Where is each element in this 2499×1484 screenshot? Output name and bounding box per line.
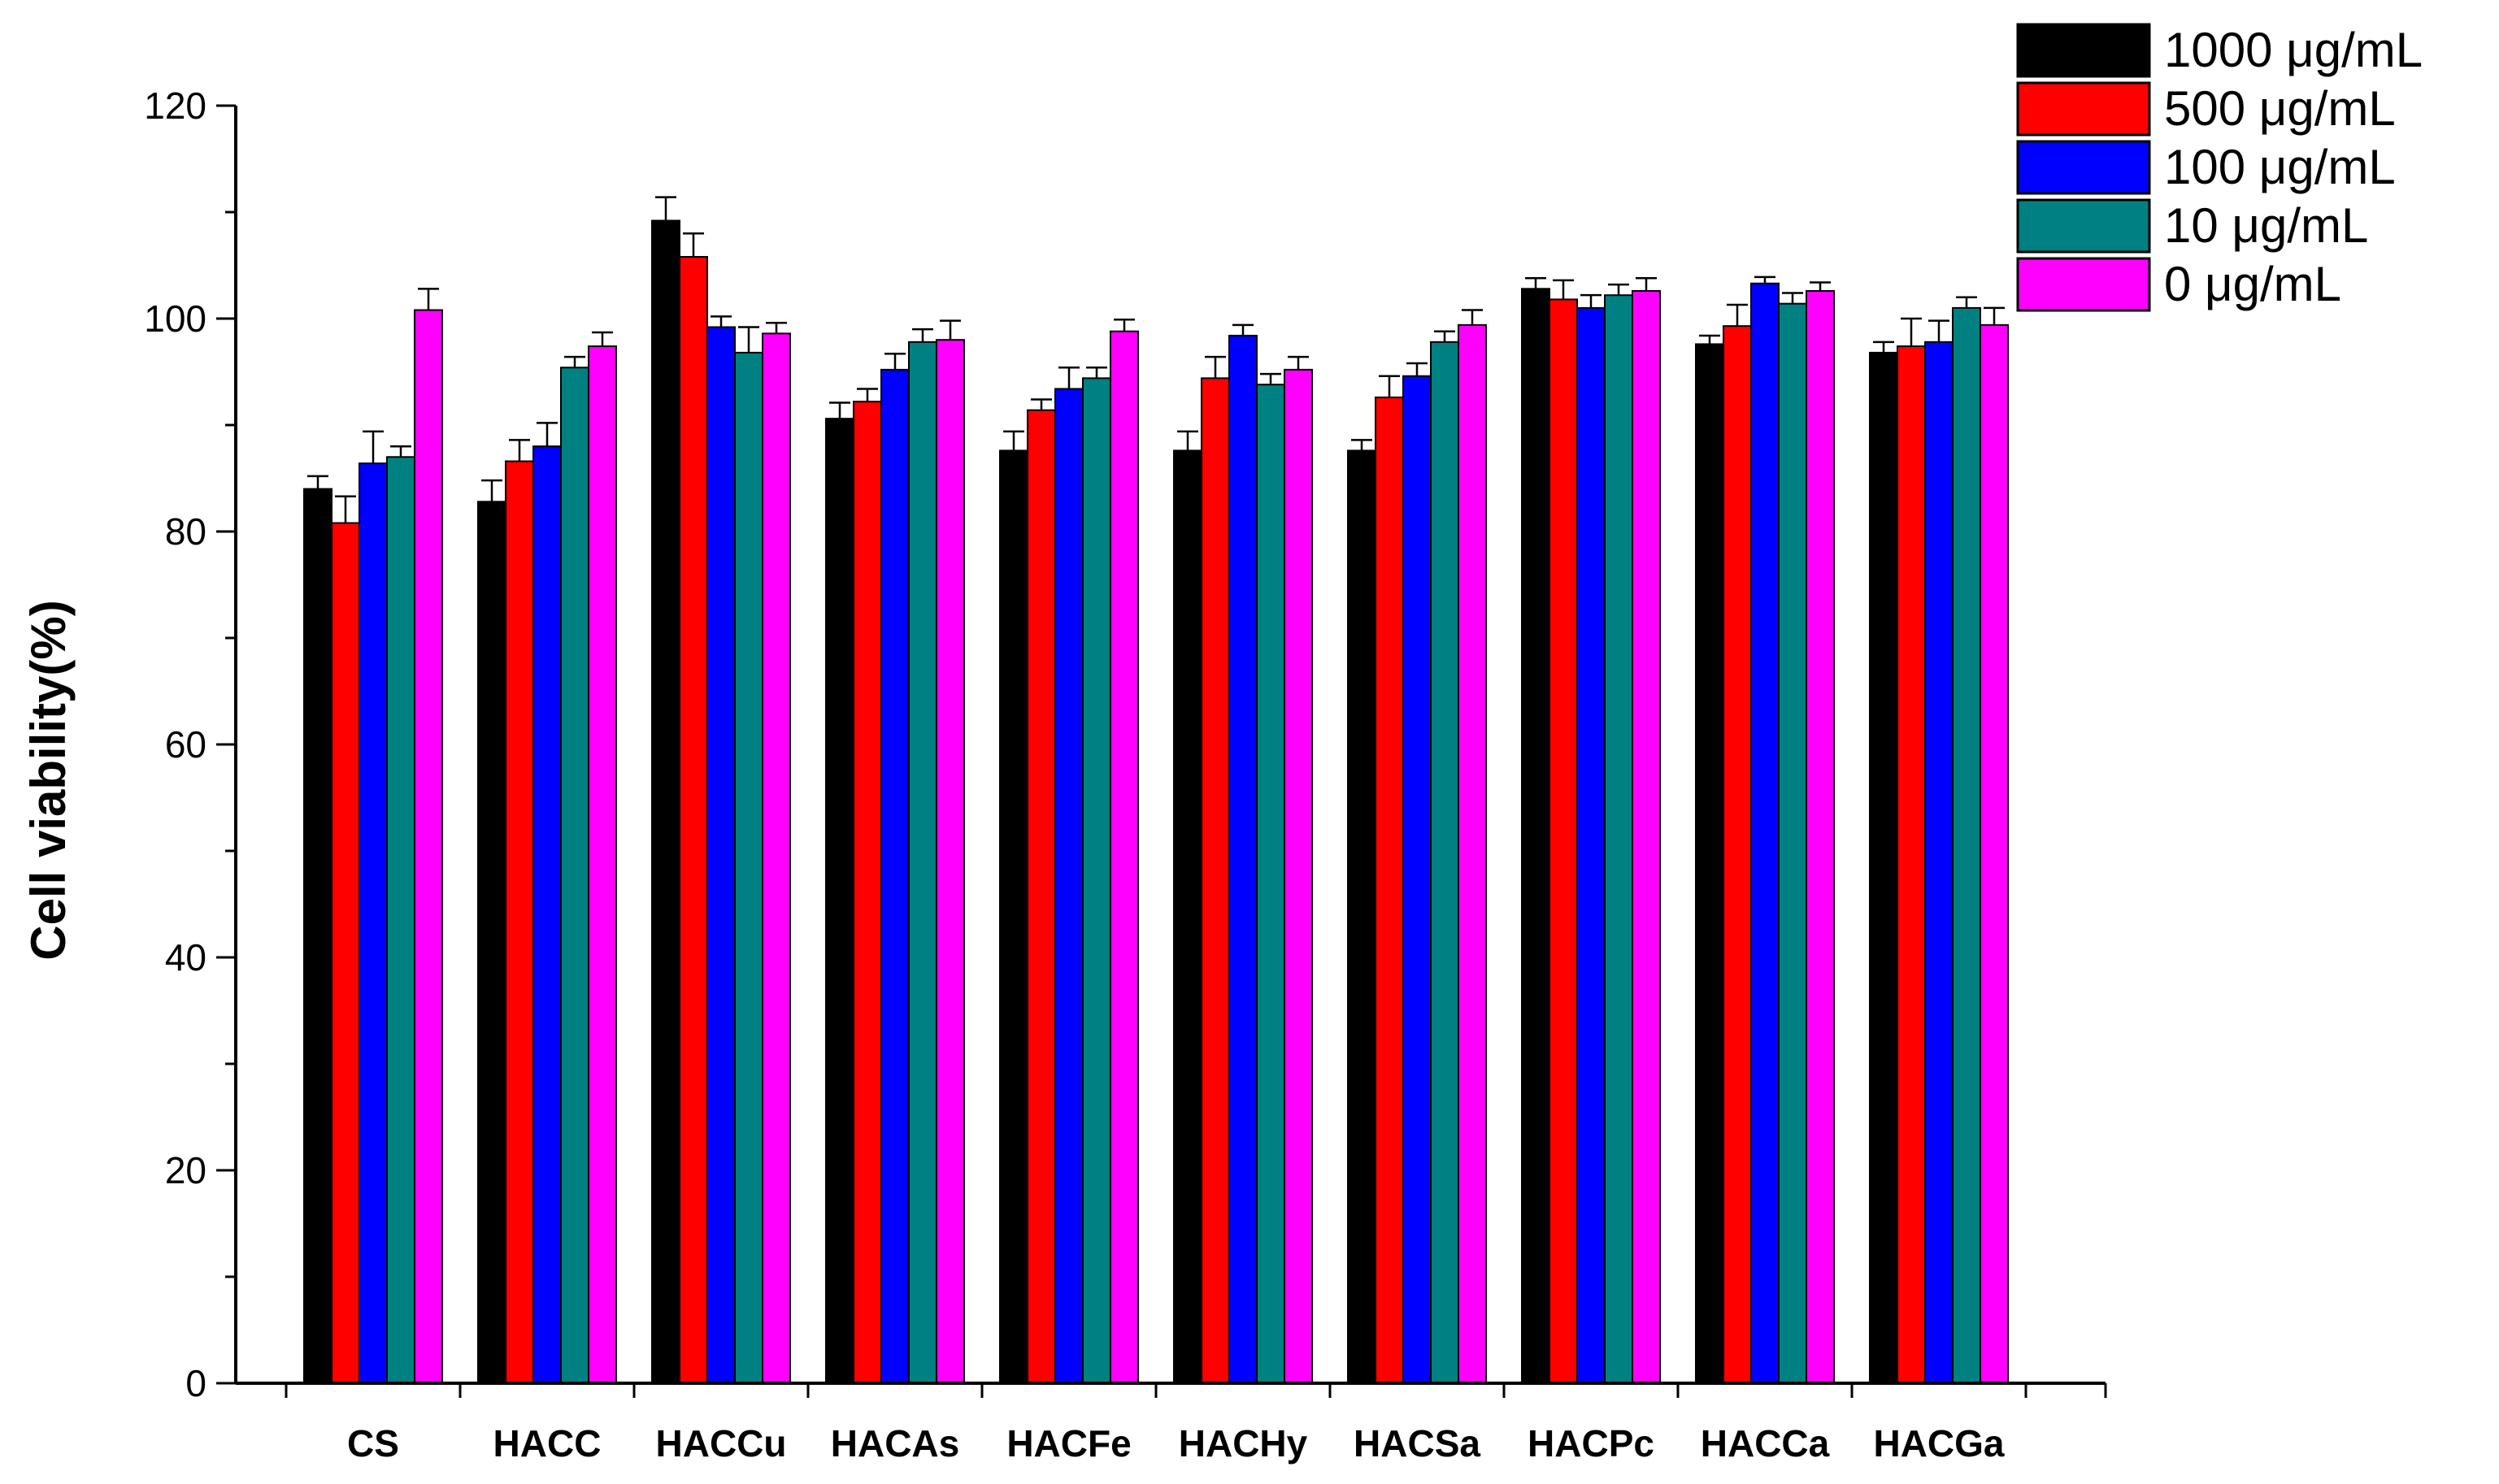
bars-layer — [303, 219, 2009, 1385]
y-axis-ticks: 0 20 40 60 80 100 120 — [144, 85, 236, 1404]
x-category-label: HACC — [493, 1422, 602, 1464]
bar-HACHy-4 — [1284, 368, 1313, 1384]
legend-swatch — [2016, 81, 2151, 137]
bar-HACFe-3 — [1082, 377, 1111, 1384]
bar-HACCu-1 — [679, 256, 708, 1384]
bar-HACSa-2 — [1402, 375, 1432, 1384]
y-tick-label: 80 — [165, 510, 206, 553]
bar-HACGa-3 — [1952, 306, 1981, 1384]
bar-HACAs-4 — [936, 339, 965, 1385]
y-tick-label: 120 — [144, 85, 206, 127]
bar-HACSa-0 — [1347, 449, 1376, 1385]
bar-HACHy-2 — [1228, 334, 1258, 1385]
bar-HACGa-0 — [1869, 351, 1898, 1384]
bar-HACPc-4 — [1632, 289, 1661, 1385]
bar-CS-1 — [331, 522, 360, 1384]
bar-HACC-0 — [477, 501, 506, 1385]
x-category-label: CS — [347, 1422, 399, 1464]
bar-HACAs-0 — [825, 418, 854, 1384]
y-tick-label: 60 — [165, 723, 206, 766]
bar-CS-4 — [414, 309, 443, 1384]
error-bars-layer — [307, 196, 2005, 523]
bar-HACCa-3 — [1778, 302, 1807, 1384]
legend-label: 10 μg/mL — [2164, 198, 2368, 253]
x-category-label: HACGa — [1873, 1422, 2004, 1464]
bar-HACCu-0 — [651, 219, 680, 1385]
x-axis-category-labels: CS HACC HACCu HACAs HACFe HACHy HACSa HACPc HACC… — [347, 1422, 2005, 1464]
bar-HACCu-3 — [734, 351, 763, 1384]
bar-HACPc-1 — [1549, 298, 1578, 1384]
bar-HACCu-4 — [762, 332, 791, 1385]
bar-HACCa-4 — [1806, 289, 1835, 1385]
legend-swatch — [2016, 23, 2151, 78]
bar-HACAs-1 — [853, 401, 882, 1384]
bar-HACFe-2 — [1054, 388, 1084, 1385]
bar-HACHy-0 — [1173, 449, 1202, 1385]
x-category-label: HACCa — [1701, 1422, 1830, 1464]
bar-HACHy-1 — [1201, 377, 1230, 1384]
legend-swatch — [2016, 198, 2151, 254]
bar-HACSa-4 — [1458, 323, 1487, 1384]
bar-CS-2 — [359, 462, 388, 1384]
y-tick-label: 20 — [165, 1149, 206, 1191]
legend-label: 100 μg/mL — [2164, 140, 2396, 194]
x-category-label: HACPc — [1528, 1422, 1654, 1464]
bar-HACSa-3 — [1430, 341, 1459, 1385]
y-axis-title: Cell viability(%) — [21, 600, 76, 960]
bar-HACPc-0 — [1521, 288, 1550, 1385]
bar-HACFe-0 — [999, 449, 1028, 1385]
y-tick-label: 100 — [144, 297, 206, 340]
bar-HACFe-4 — [1110, 330, 1139, 1385]
bar-HACGa-2 — [1924, 341, 1954, 1385]
x-category-label: HACCu — [656, 1422, 787, 1464]
bar-HACC-1 — [505, 460, 534, 1384]
bar-HACGa-1 — [1897, 345, 1926, 1384]
legend-label: 1000 μg/mL — [2164, 23, 2423, 77]
bar-HACC-3 — [560, 367, 589, 1384]
x-category-label: HACSa — [1354, 1422, 1480, 1464]
bar-HACCa-2 — [1750, 282, 1780, 1384]
legend-swatch — [2016, 140, 2151, 195]
legend-label: 0 μg/mL — [2164, 257, 2341, 311]
legend-swatch — [2016, 257, 2151, 312]
y-tick-label: 40 — [165, 936, 206, 978]
x-category-label: HACHy — [1179, 1422, 1308, 1464]
bar-CS-0 — [303, 488, 332, 1384]
bar-CS-3 — [386, 456, 415, 1384]
bar-HACC-4 — [588, 345, 617, 1384]
bar-HACAs-3 — [908, 341, 937, 1385]
bar-HACPc-3 — [1604, 294, 1633, 1384]
x-category-label: HACFe — [1006, 1422, 1131, 1464]
x-category-label: HACAs — [831, 1422, 959, 1464]
bar-HACGa-4 — [1980, 323, 2009, 1384]
bar-HACPc-2 — [1576, 306, 1606, 1384]
bar-HACAs-2 — [880, 368, 910, 1384]
bar-HACCu-2 — [706, 326, 736, 1385]
bar-HACHy-3 — [1256, 384, 1285, 1385]
y-tick-label: 0 — [185, 1362, 206, 1404]
bar-HACSa-1 — [1375, 396, 1404, 1385]
bar-HACCa-1 — [1723, 325, 1752, 1384]
bar-HACFe-1 — [1027, 409, 1056, 1384]
legend-label: 500 μg/mL — [2164, 81, 2396, 136]
bar-HACCa-0 — [1695, 343, 1724, 1385]
bar-HACC-2 — [532, 445, 562, 1385]
